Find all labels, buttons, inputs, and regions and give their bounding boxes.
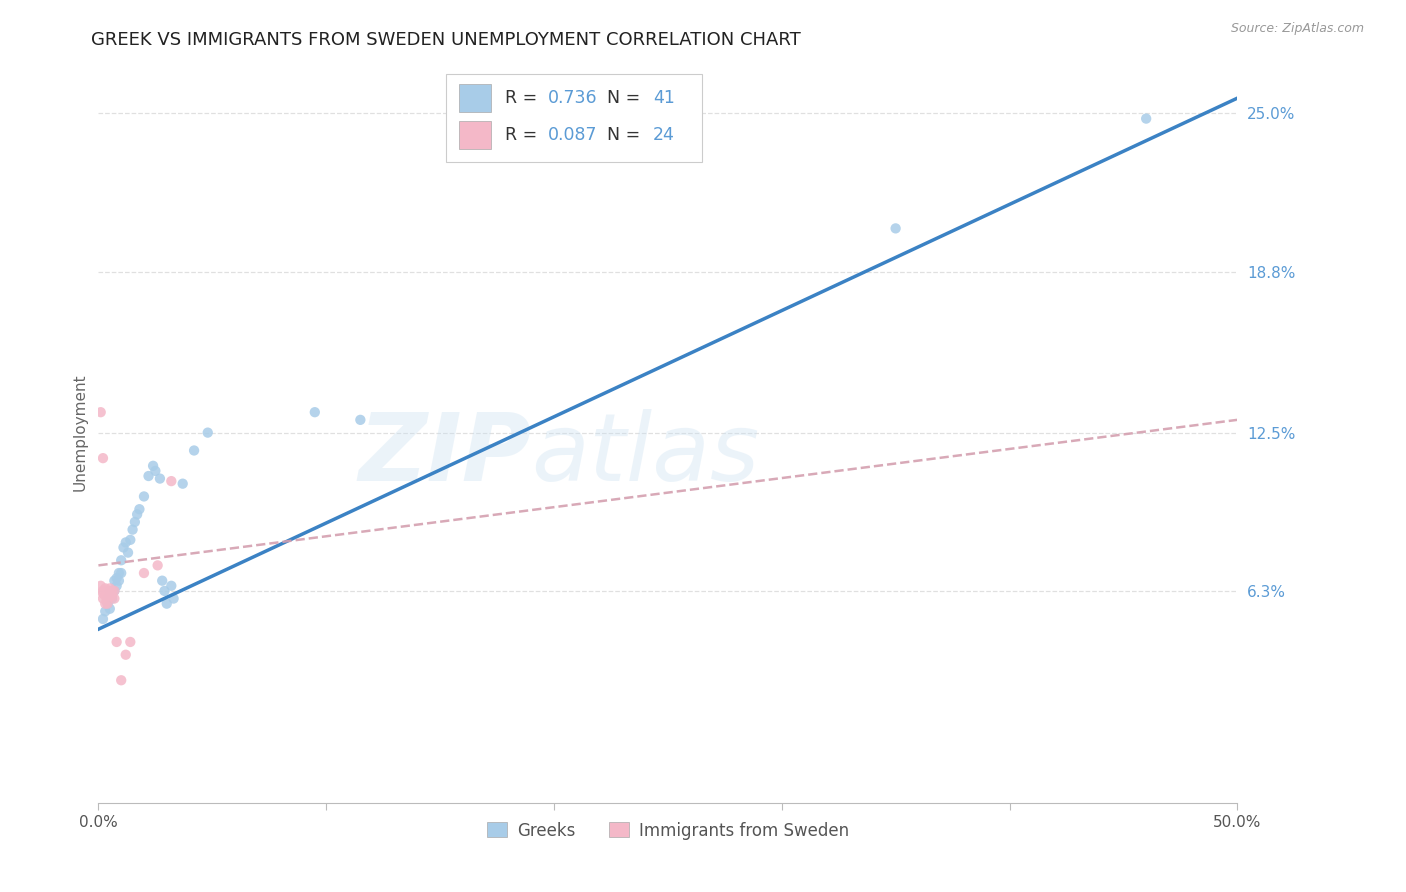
Point [120, 533, 142, 547]
Point [183, 443, 205, 458]
Point [197, 425, 219, 440]
Point [98, 583, 121, 598]
FancyBboxPatch shape [460, 121, 491, 149]
Text: N =: N = [607, 89, 647, 107]
Point [91, 612, 114, 626]
Point [172, 476, 194, 491]
Point [108, 566, 131, 580]
Point [105, 571, 128, 585]
Point [110, 566, 132, 580]
Point [96, 583, 118, 598]
Point [117, 546, 139, 560]
Point [105, 635, 128, 649]
Point [96, 597, 118, 611]
Point [96, 597, 118, 611]
Point [94, 604, 117, 618]
Y-axis label: Unemployment: Unemployment [72, 374, 87, 491]
Text: ZIP: ZIP [359, 409, 531, 500]
Point [114, 648, 136, 662]
Point [103, 574, 125, 588]
Point [91, 591, 114, 606]
Point [94, 582, 117, 596]
Point [121, 523, 143, 537]
Point [91, 583, 114, 598]
Text: 24: 24 [652, 126, 675, 144]
Point [114, 535, 136, 549]
Point [91, 586, 114, 600]
Text: R =: R = [505, 126, 543, 144]
Text: Source: ZipAtlas.com: Source: ZipAtlas.com [1230, 22, 1364, 36]
Text: 0.736: 0.736 [548, 89, 598, 107]
Point [90, 579, 112, 593]
FancyBboxPatch shape [446, 73, 702, 162]
Point [138, 469, 160, 483]
Text: N =: N = [607, 126, 647, 144]
Point [160, 474, 183, 488]
Point [103, 591, 125, 606]
Point [160, 579, 183, 593]
Text: GREEK VS IMMIGRANTS FROM SWEDEN UNEMPLOYMENT CORRELATION CHART: GREEK VS IMMIGRANTS FROM SWEDEN UNEMPLOY… [91, 31, 801, 49]
Point [103, 583, 125, 598]
Point [884, 221, 907, 235]
Point [108, 574, 131, 588]
Point [103, 583, 125, 598]
FancyBboxPatch shape [460, 84, 491, 112]
Point [98, 589, 121, 603]
Point [94, 589, 117, 603]
Point [91, 451, 114, 466]
Point [98, 582, 121, 596]
Point [145, 464, 167, 478]
Point [101, 591, 124, 606]
Point [101, 583, 124, 598]
Point [105, 579, 128, 593]
Point [120, 635, 142, 649]
Text: 0.087: 0.087 [548, 126, 598, 144]
Point [94, 597, 117, 611]
Point [98, 601, 121, 615]
Point [128, 502, 150, 516]
Point [90, 405, 112, 419]
Point [124, 515, 146, 529]
Point [1135, 112, 1157, 126]
Text: 41: 41 [652, 89, 675, 107]
Point [110, 673, 132, 688]
Point [96, 591, 118, 606]
Legend: Greeks, Immigrants from Sweden: Greeks, Immigrants from Sweden [481, 815, 855, 847]
Point [142, 458, 165, 473]
Point [132, 566, 155, 580]
Point [149, 472, 172, 486]
Point [132, 490, 155, 504]
Point [162, 591, 184, 606]
Point [101, 583, 124, 598]
Point [146, 558, 169, 573]
Point [153, 583, 176, 598]
Point [304, 405, 326, 419]
Point [156, 597, 179, 611]
Text: R =: R = [505, 89, 543, 107]
Point [101, 589, 124, 603]
Text: atlas: atlas [531, 409, 759, 500]
Point [112, 541, 135, 555]
Point [150, 574, 173, 588]
Point [127, 508, 149, 522]
Point [349, 413, 371, 427]
Point [110, 553, 132, 567]
